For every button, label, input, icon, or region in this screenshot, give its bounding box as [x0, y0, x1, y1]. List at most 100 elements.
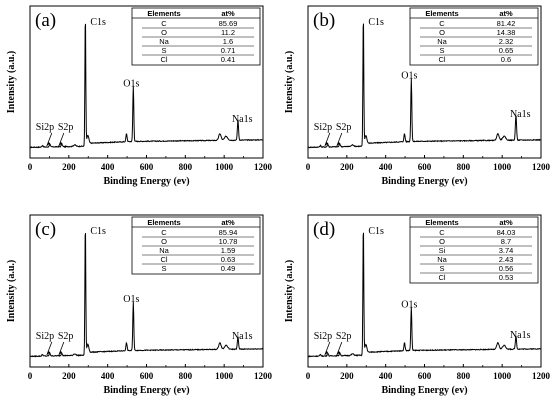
table-element-cell: Si — [439, 246, 446, 255]
peak-label: Na1s — [510, 330, 531, 341]
x-axis-label: Binding Energy (ev) — [381, 385, 467, 396]
x-axis-label: Binding Energy (ev) — [381, 176, 467, 187]
x-tick-label: 200 — [62, 162, 76, 172]
peak-label: Na1s — [510, 109, 531, 120]
table-header: at% — [221, 218, 235, 227]
table-value-cell: 0.53 — [499, 273, 514, 282]
x-tick-label: 1000 — [215, 162, 234, 172]
table-header: Elements — [147, 218, 180, 227]
panel-label: (a) — [35, 10, 56, 31]
table-value-cell: 85.94 — [219, 228, 238, 237]
table-value-cell: 81.42 — [497, 19, 516, 28]
table-value-cell: 2.43 — [499, 255, 514, 264]
table-element-cell: Cl — [438, 55, 445, 64]
spectrum-line — [307, 23, 542, 149]
x-tick-label: 1200 — [254, 162, 272, 172]
x-tick-label: 600 — [140, 162, 154, 172]
x-tick-label: 1000 — [493, 371, 512, 381]
composition-table: Elements at% C 81.42 O 14.38 Na 2.32 S 0.65 Cl 0.6 — [409, 7, 539, 66]
y-axis-label: Intensity (a.u.) — [284, 51, 295, 114]
x-tick-label: 0 — [306, 162, 311, 172]
table-value-cell: 14.38 — [497, 28, 516, 37]
table-element-cell: Cl — [160, 255, 167, 264]
peak-label: C1s — [368, 17, 384, 28]
peak-label: S2p — [58, 331, 74, 342]
peak-label: Si2p — [314, 331, 332, 342]
xps-panel: 0 200 400 600 800 1000 1200 Binding Energy (ev)… — [284, 5, 550, 187]
composition-table: Elements at% C 84.03 O 8.7 Si 3.74 Na 2.43 S 0.56 Cl… — [409, 216, 539, 284]
y-axis-label: Intensity (a.u.) — [6, 260, 17, 323]
peak-label: O1s — [401, 71, 417, 82]
xps-panel: 0 200 400 600 800 1000 1200 Binding Energy (ev)… — [6, 214, 272, 396]
x-tick-label: 200 — [62, 371, 76, 381]
table-value-cell: 0.65 — [499, 46, 514, 55]
table-value-cell: 0.6 — [501, 55, 511, 64]
x-tick-label: 1200 — [254, 371, 272, 381]
peak-arrow-head — [46, 142, 51, 146]
peak-label: S2p — [336, 122, 352, 133]
table-header: Elements — [425, 218, 458, 227]
x-tick-label: 1200 — [532, 162, 550, 172]
table-element-cell: O — [161, 28, 167, 37]
table-element-cell: Cl — [160, 55, 167, 64]
x-tick-label: 200 — [340, 162, 354, 172]
table-value-cell: 10.78 — [219, 237, 238, 246]
table-element-cell: C — [439, 228, 445, 237]
table-value-cell: 0.56 — [499, 264, 514, 273]
table-value-cell: 0.49 — [221, 264, 236, 273]
table-element-cell: S — [161, 264, 166, 273]
table-value-cell: 11.2 — [221, 28, 235, 37]
x-tick-label: 0 — [28, 371, 33, 381]
table-element-cell: Na — [437, 37, 447, 46]
peak-arrow-head — [336, 142, 341, 146]
x-tick-label: 600 — [140, 371, 154, 381]
peak-label: C1s — [368, 226, 384, 237]
peak-label: S2p — [336, 331, 352, 342]
table-header: Elements — [147, 9, 180, 18]
peak-label: C1s — [90, 226, 106, 237]
table-header: at% — [499, 218, 513, 227]
peak-arrow-head — [324, 351, 329, 355]
x-tick-label: 400 — [379, 371, 393, 381]
table-header: at% — [221, 9, 235, 18]
x-tick-label: 800 — [457, 162, 471, 172]
composition-table: Elements at% C 85.94 O 10.78 Na 1.59 Cl 0.63 S 0.49 — [131, 216, 261, 275]
x-tick-label: 0 — [306, 371, 311, 381]
table-value-cell: 85.69 — [219, 19, 238, 28]
peak-label: O1s — [123, 294, 139, 305]
xps-panel: 0 200 400 600 800 1000 1200 Binding Energy (ev)… — [6, 5, 272, 187]
x-tick-label: 800 — [179, 162, 193, 172]
x-tick-label: 400 — [379, 162, 393, 172]
x-tick-label: 400 — [101, 162, 115, 172]
panel-label: (d) — [313, 219, 335, 240]
table-value-cell: 8.7 — [501, 237, 511, 246]
y-axis-label: Intensity (a.u.) — [6, 51, 17, 114]
table-element-cell: O — [439, 28, 445, 37]
panel-label: (c) — [35, 219, 56, 240]
table-element-cell: C — [439, 19, 445, 28]
peak-arrow-head — [324, 142, 329, 146]
peak-label: Si2p — [314, 122, 332, 133]
peak-arrow-head — [58, 142, 63, 146]
x-tick-label: 800 — [457, 371, 471, 381]
spectrum-line — [307, 232, 542, 358]
table-element-cell: S — [439, 46, 444, 55]
table-border — [131, 216, 261, 275]
xps-panel: 0 200 400 600 800 1000 1200 Binding Energy (ev)… — [284, 214, 550, 396]
peak-label: S2p — [58, 122, 74, 133]
peak-arrow-head — [46, 351, 51, 355]
table-header: Elements — [425, 9, 458, 18]
table-border — [409, 7, 539, 66]
table-border — [409, 216, 539, 284]
table-value-cell: 2.32 — [499, 37, 514, 46]
table-element-cell: C — [161, 228, 167, 237]
panel-label: (b) — [313, 10, 335, 31]
peak-label: O1s — [123, 79, 139, 90]
x-tick-label: 600 — [418, 162, 432, 172]
table-value-cell: 3.74 — [499, 246, 514, 255]
table-element-cell: C — [161, 19, 167, 28]
x-tick-label: 1200 — [532, 371, 550, 381]
table-element-cell: O — [439, 237, 445, 246]
table-element-cell: Na — [437, 255, 447, 264]
